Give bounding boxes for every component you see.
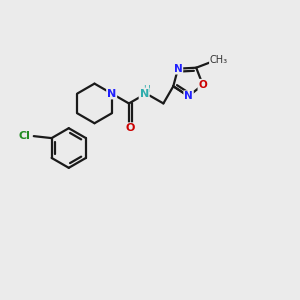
Text: O: O xyxy=(198,80,207,90)
Text: N: N xyxy=(184,91,193,101)
Text: Cl: Cl xyxy=(19,131,31,141)
Text: N: N xyxy=(140,88,149,98)
Text: N: N xyxy=(174,64,182,74)
Text: H: H xyxy=(143,85,149,94)
Text: N: N xyxy=(107,88,116,98)
Text: CH₃: CH₃ xyxy=(210,55,228,65)
Text: O: O xyxy=(125,123,135,133)
